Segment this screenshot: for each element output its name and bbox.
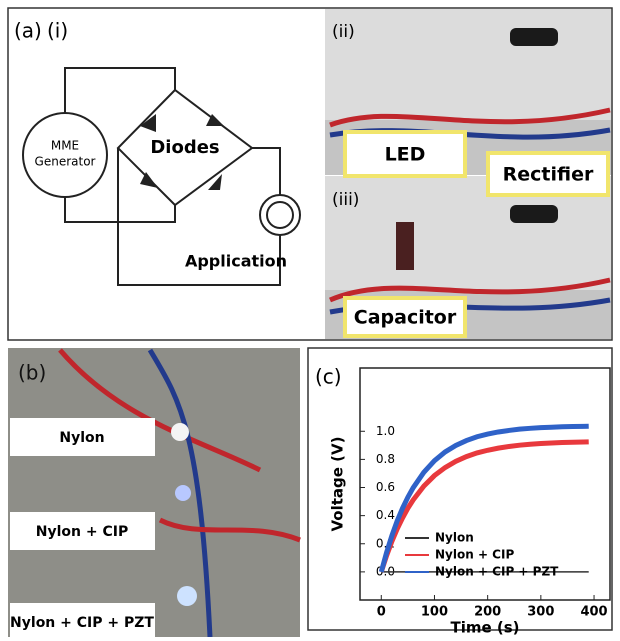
sample-label: Nylon + CIP + PZT [10,615,154,631]
y-axis-label: Voltage (V) [329,437,347,532]
subpanel-label: (ii) [332,22,355,42]
x-tick-label: 300 [527,605,554,620]
sample-label: Nylon + CIP [36,524,128,540]
legend-label: Nylon + CIP + PZT [435,565,559,579]
panel-c-frame [308,348,612,630]
y-tick-label: 0.8 [376,452,395,466]
legend-label: Nylon [435,531,474,545]
x-axis-label: Time (s) [450,619,519,637]
page: (a) (i) MME Generator Diodes Application… [0,0,620,641]
application-label: Application [185,252,287,271]
y-tick-label: 1.0 [376,424,395,438]
sample-label: Nylon [59,430,104,446]
legend-label: Nylon + CIP [435,548,514,562]
x-tick-label: 0 [377,605,386,620]
subpanel-label: (iii) [332,190,359,210]
x-tick-label: 200 [474,605,501,620]
panel-label: (a) [14,19,42,43]
led-label: LED [385,144,426,166]
x-tick-label: 100 [421,605,448,620]
x-tick-label: 400 [580,605,607,620]
generator-label: Generator [35,155,96,169]
panel-label: (b) [18,361,46,385]
diodes-label: Diodes [150,137,219,158]
generator-label: MME [51,139,79,153]
y-tick-label: 0.6 [376,480,395,494]
y-tick-label: 0.4 [376,508,395,522]
photo [8,348,300,637]
panel-label: (c) [315,365,342,389]
rectifier-label: Rectifier [503,164,594,186]
capacitor-label: Capacitor [354,307,457,329]
subpanel-label: (i) [47,19,68,43]
figure: (a) (i) MME Generator Diodes Application… [0,0,620,637]
